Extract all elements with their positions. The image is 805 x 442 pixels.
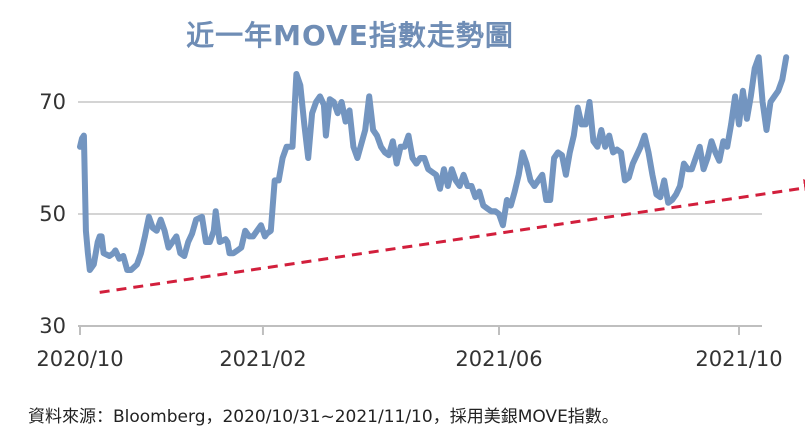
series-layer (77, 54, 790, 273)
x-tick-label-1: 2021/02 (219, 347, 306, 371)
axis-layer: 30 50 70 2020/10 2021/02 2021/06 2021/10 (36, 90, 782, 371)
chart-title: 近一年MOVE指數走勢圖 (186, 19, 514, 52)
x-tick-label-2: 2021/06 (455, 347, 542, 371)
move-index-line-chart: 30 50 70 2020/10 2021/02 2021/06 2021/10 (36, 54, 805, 371)
y-tick-label-30: 30 (39, 314, 66, 338)
trend-layer (99, 179, 805, 294)
y-tick-label-70: 70 (39, 90, 66, 114)
series-line-0 (77, 54, 790, 273)
grid-layer (78, 101, 762, 215)
x-tick-label-3: 2021/10 (695, 347, 782, 371)
x-tick-label-0: 2020/10 (36, 347, 123, 371)
y-tick-label-50: 50 (39, 202, 66, 226)
source-note: 資料來源：Bloomberg，2020/10/31~2021/11/10，採用美… (28, 407, 619, 427)
trend-arrow (99, 179, 805, 294)
